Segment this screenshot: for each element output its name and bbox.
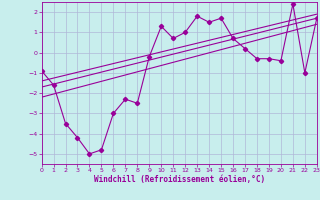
X-axis label: Windchill (Refroidissement éolien,°C): Windchill (Refroidissement éolien,°C) (94, 175, 265, 184)
